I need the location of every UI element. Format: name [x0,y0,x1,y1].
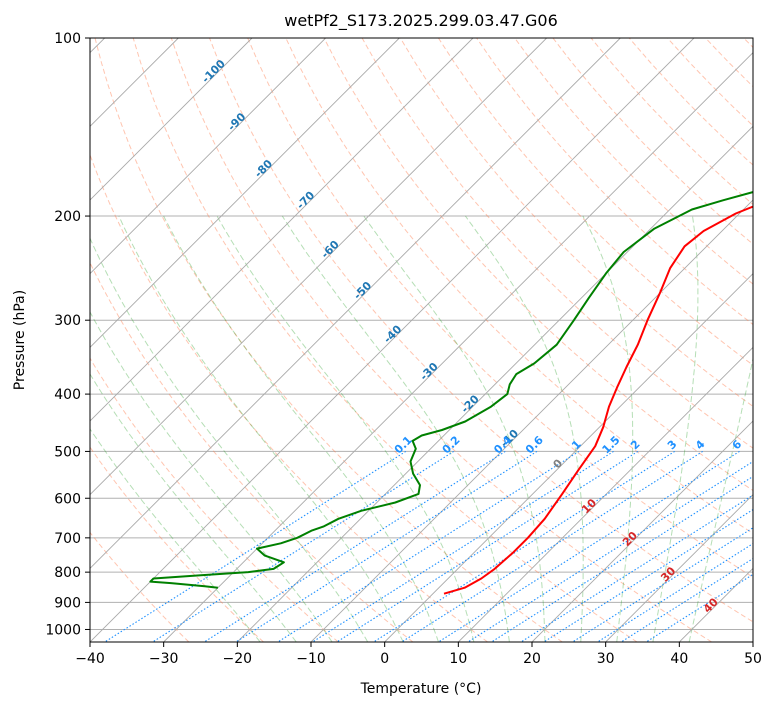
moist-adiabat [90,237,369,642]
moist-adiabat [90,427,261,642]
dry-adiabat [132,38,638,642]
isotherm-line [90,38,400,348]
isotherm-line [605,494,753,642]
temperature-line [443,205,753,595]
x-axis: −40 −30 −20 −10 0 10 20 30 40 50 [75,642,762,667]
isotherm-line [90,38,621,569]
y-tick-label: 400 [54,387,81,403]
moist-adiabat [582,215,634,642]
x-axis-label: Temperature (°C) [360,681,482,697]
y-tick-label: 800 [54,565,81,581]
moist-adiabat [90,311,333,642]
dry-adiabat [170,38,712,642]
chart-title: wetPf2_S173.2025.299.03.47.G06 [284,11,558,31]
x-tick-label: −20 [223,651,253,667]
dry-adiabat [514,38,753,285]
isotherm-line [237,125,753,642]
y-axis-label: Pressure (hPa) [12,290,28,390]
isotherms [90,38,753,642]
dry-adiabat [90,153,488,642]
isotherm-line [531,420,753,642]
isotherm-line [90,38,547,496]
y-tick-label: 1000 [45,622,81,638]
moist-adiabat [464,215,584,642]
isotherm-line [90,38,474,422]
moist-adiabat [652,215,699,642]
y-tick-label: 900 [54,595,81,611]
x-tick-label: 20 [523,651,541,667]
dry-adiabat [94,38,563,642]
moist-adiabat [688,356,753,642]
x-tick-label: 0 [380,651,389,667]
x-tick-label: −30 [149,651,179,667]
plot-frame [89,37,754,643]
dry-adiabat [90,357,339,642]
x-tick-label: −10 [296,651,326,667]
dry-adiabat [209,38,753,623]
isotherm-line [90,38,695,642]
y-tick-label: 200 [54,209,81,225]
dewpoint-line [149,190,753,589]
dry-adiabat [247,38,753,578]
moist-adiabat [363,215,546,642]
isotherm-line [458,346,753,642]
isotherm-line [90,38,326,275]
y-tick-label: 300 [54,313,81,329]
y-tick-label: 700 [54,531,81,547]
dry-adiabats [90,38,753,642]
moist-adiabat [163,215,439,642]
moist-adiabat [90,373,297,642]
dry-adiabat [323,38,753,492]
x-tick-label: 30 [597,651,615,667]
y-axis: 100 200 300 400 500 600 700 800 900 1000 [45,31,90,638]
x-tick-label: 40 [670,651,688,667]
moist-adiabats [90,215,753,642]
dry-adiabat [90,446,264,642]
profile-series [149,190,753,595]
y-tick-label: 600 [54,491,81,507]
isotherm-line [163,52,753,642]
y-tick-label: 100 [54,31,81,47]
isotherm-line [310,199,753,642]
dry-adiabat [437,38,753,366]
moist-adiabat [118,215,404,642]
dry-adiabat [90,531,190,642]
y-tick-label: 500 [54,444,81,460]
moist-adiabat [281,215,510,642]
moist-adiabat [216,215,475,642]
x-tick-label: −40 [75,651,105,667]
isotherm-line [384,273,753,642]
x-tick-label: 10 [449,651,467,667]
isotherm-line [90,38,253,201]
x-tick-label: 50 [744,651,762,667]
